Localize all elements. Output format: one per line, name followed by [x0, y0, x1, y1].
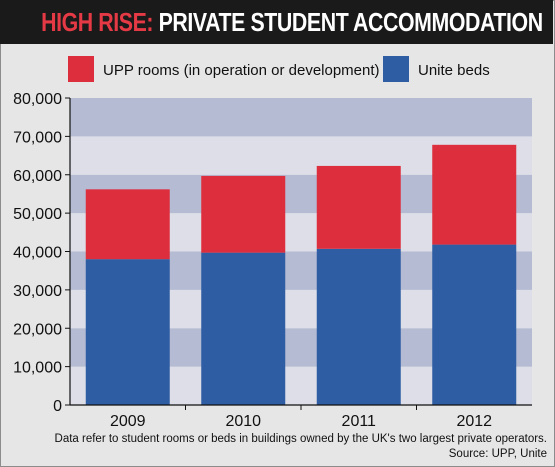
- y-tick-label: 80,000: [13, 91, 62, 108]
- grid-band: [70, 98, 532, 137]
- y-tick-label: 40,000: [13, 245, 62, 262]
- bar-segment-upp: [432, 144, 517, 245]
- source-credit: Source: UPP, Unite: [448, 448, 547, 460]
- bar-segment-unite: [432, 244, 517, 405]
- bars: [85, 144, 517, 405]
- footnote-block: Data refer to student rooms or beds in b…: [55, 432, 547, 462]
- y-tick-label: 0: [53, 398, 62, 415]
- bar-segment-unite: [85, 259, 170, 405]
- bar-segment-upp: [201, 175, 286, 253]
- y-axis: 0 10,000 20,000 30,000 40,000 50,000 60,000 70,…: [13, 91, 71, 415]
- y-tick-label: 30,000: [13, 283, 62, 300]
- y-tick-label: 60,000: [13, 168, 62, 185]
- bar-segment-unite: [201, 252, 286, 405]
- chart-title: HIGH RISE: PRIVATE STUDENT ACCOMMODATION: [41, 5, 543, 39]
- title-main: PRIVATE STUDENT ACCOMMODATION: [153, 7, 544, 37]
- y-tick-label: 10,000: [13, 360, 62, 377]
- title-highlight: HIGH RISE:: [41, 7, 154, 37]
- bar-segment-upp: [316, 165, 401, 249]
- title-bar: HIGH RISE: PRIVATE STUDENT ACCOMMODATION: [0, 0, 553, 44]
- x-tick-label: 2009: [110, 413, 146, 430]
- x-tick-label: 2012: [456, 413, 492, 430]
- legend-swatch-upp: [68, 56, 94, 82]
- legend: UPP rooms (in operation or development) …: [68, 56, 490, 82]
- y-tick-label: 70,000: [13, 129, 62, 146]
- footnote: Data refer to student rooms or beds in b…: [54, 433, 547, 445]
- bar-segment-unite: [316, 248, 401, 405]
- legend-swatch-unite: [383, 56, 409, 82]
- x-tick-label: 2010: [225, 413, 261, 430]
- y-tick-label: 20,000: [13, 321, 62, 338]
- x-tick-label: 2011: [342, 413, 377, 430]
- legend-label-upp: UPP rooms (in operation or development): [103, 62, 380, 79]
- bar-segment-upp: [85, 189, 170, 260]
- y-tick-label: 50,000: [13, 206, 62, 223]
- x-axis: 2009 2010 2011 2012: [70, 404, 532, 430]
- legend-label-unite: Unite beds: [418, 62, 490, 79]
